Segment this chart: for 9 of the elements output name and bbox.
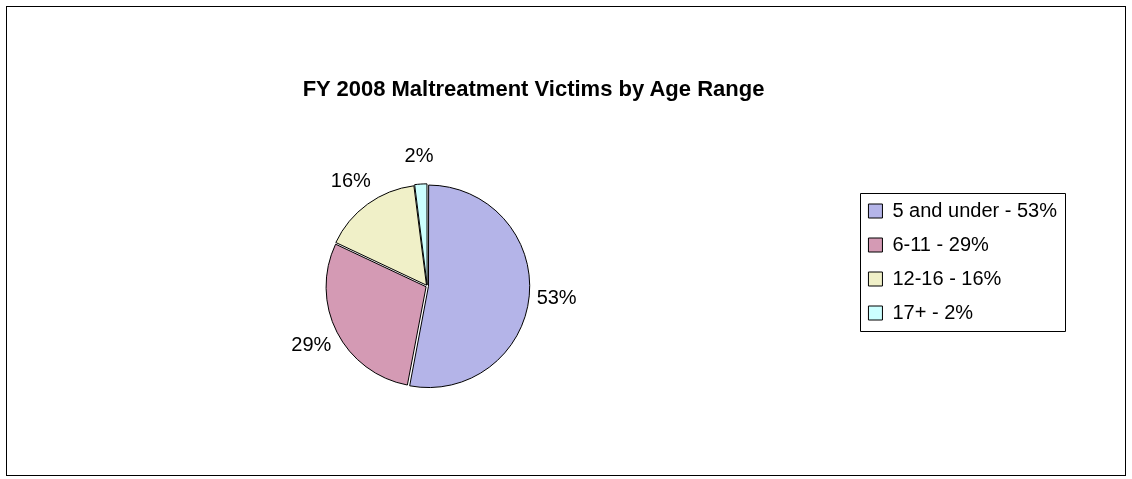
data-label: 53% (536, 285, 577, 308)
data-label: 16% (330, 168, 372, 191)
legend-label: 5 and under - 53% (892, 198, 1058, 221)
chart-title: FY 2008 Maltreatment Victims by Age Range (302, 76, 765, 102)
data-label: 2% (404, 143, 434, 166)
legend-label: 6-11 - 29% (892, 232, 989, 255)
data-label: 29% (291, 332, 332, 355)
legend-label: 17+ - 2% (892, 300, 974, 323)
legend-label: 12-16 - 16% (892, 266, 1002, 289)
